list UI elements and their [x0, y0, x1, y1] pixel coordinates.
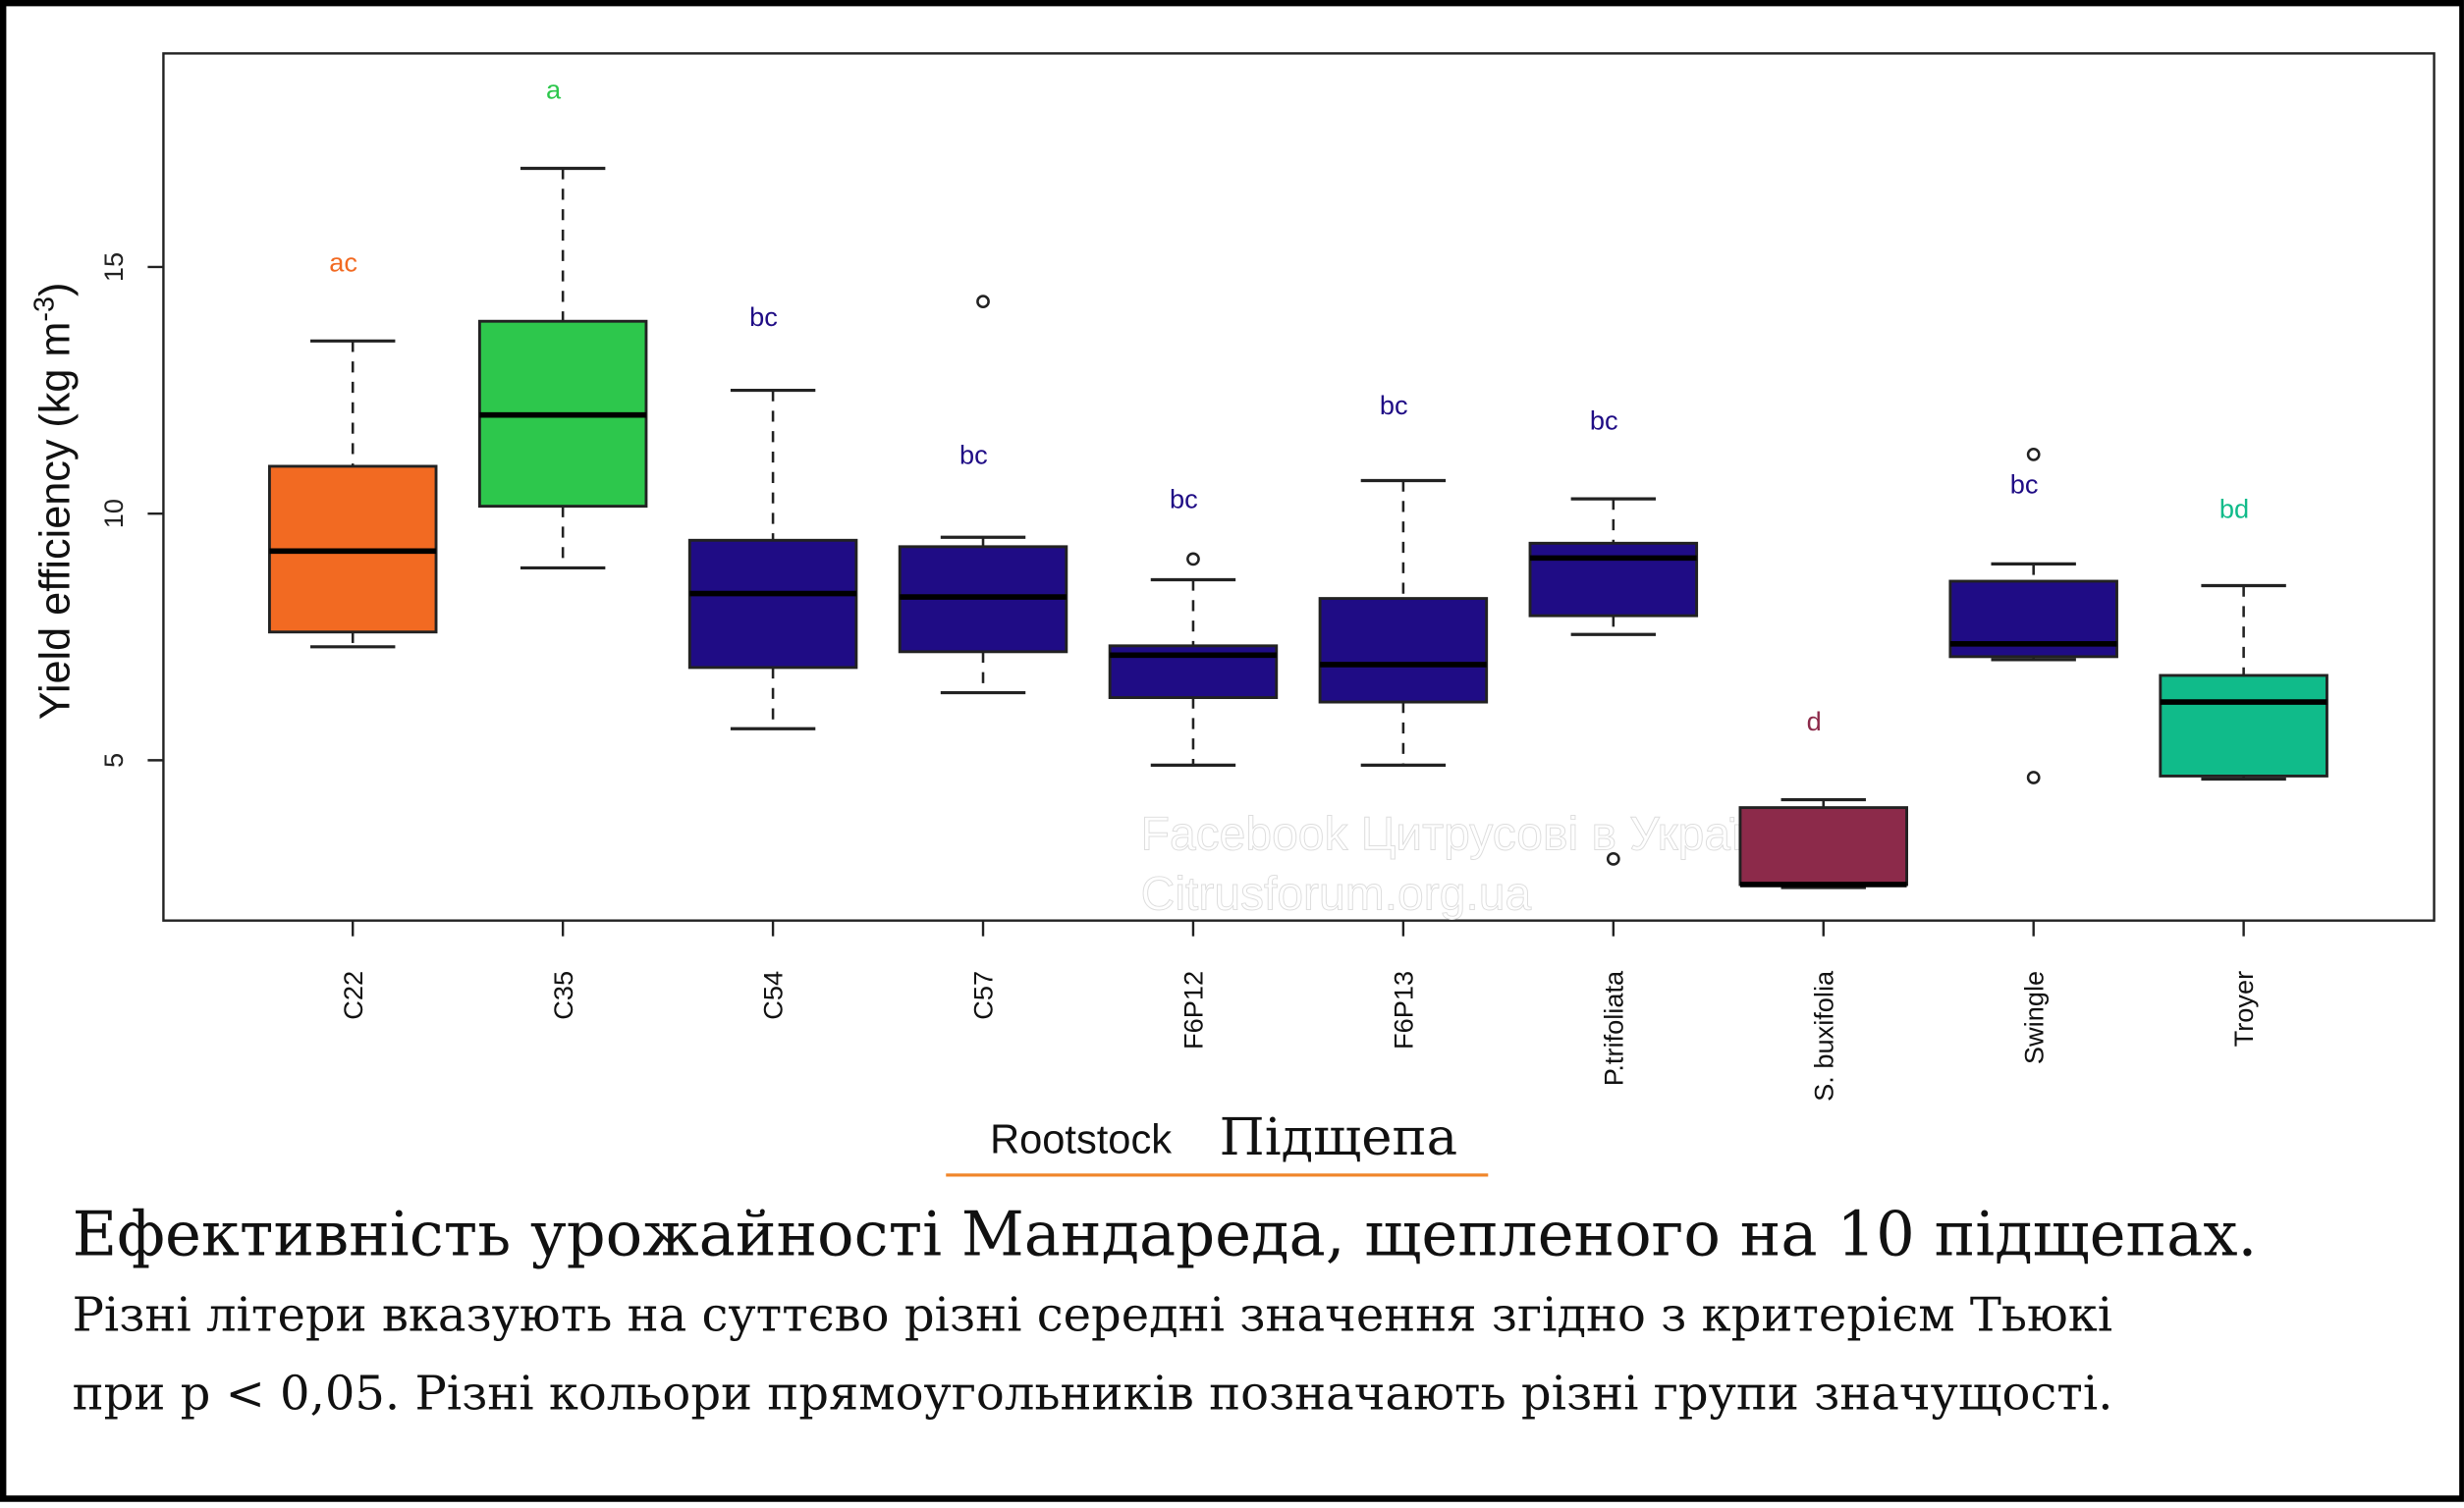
box-c22: ac C22 [267, 247, 438, 1020]
significance-letter: bc [1380, 390, 1408, 420]
box-c35: a C35 [477, 75, 648, 1020]
caption-line-1: Різні літери вказують на суттєво різні с… [72, 1288, 2113, 1344]
caption-line-2: при p < 0,05. Різні кольори прямоугольни… [72, 1367, 2113, 1423]
x-axis-title: Rootstock [990, 1115, 1173, 1163]
significance-letter: ac [329, 247, 357, 278]
x-tick-label: F6P12 [1178, 971, 1209, 1050]
box-iqr [687, 538, 858, 670]
y-tick-label: 15 [98, 252, 129, 282]
significance-letter: bc [1170, 484, 1198, 514]
x-tick-label: C35 [548, 971, 578, 1020]
x-axis-title-translation: Підщепа [1219, 1105, 1458, 1167]
watermark-line-2: Citrusforum.org.ua [1141, 868, 1532, 920]
box-iqr [1738, 806, 1909, 887]
box-ptrifoliata: bc P.trifoliata [1528, 404, 1699, 1086]
y-tick-label: 5 [98, 753, 129, 768]
significance-letter: bc [1590, 404, 1618, 435]
x-tick-label: C57 [968, 971, 999, 1020]
box-sbuxifolia: d S. buxifolia [1738, 706, 1909, 1102]
box-troyer: bd Troyer [2159, 494, 2328, 1048]
x-tick-label: C54 [758, 971, 789, 1020]
significance-letter: bd [2219, 494, 2249, 524]
box-c54: bc C54 [687, 301, 858, 1020]
significance-letter: bc [2010, 469, 2039, 500]
outlier-point [976, 295, 990, 309]
watermark-line-1: Facebook Цитрусові в Україні [1141, 809, 1780, 861]
x-tick-label: Swingle [2018, 971, 2049, 1064]
x-tick-label: F6P13 [1388, 971, 1418, 1050]
box-swingle: bc Swingle [1948, 447, 2118, 1064]
boxplot-chart: 5 10 15 Yield efficiency (kg m-3) Facebook Ц… [28, 52, 2436, 1102]
title-underline [946, 1173, 1489, 1177]
y-tick-label: 10 [98, 499, 129, 528]
box-f6p12: bc F6P12 [1108, 484, 1279, 1050]
x-tick-label: C22 [338, 971, 368, 1020]
box-iqr [1318, 597, 1489, 704]
significance-letter: bc [749, 301, 778, 332]
box-c57: bc C57 [898, 295, 1068, 1020]
outlier-point [1606, 851, 1620, 866]
plot-frame [162, 52, 2436, 922]
outlier-point [2026, 447, 2041, 461]
box-iqr [1528, 541, 1699, 618]
x-tick-label: S. buxifolia [1808, 970, 1838, 1102]
x-tick-label: Troyer [2228, 971, 2259, 1048]
x-tick-label: P.trifoliata [1598, 970, 1628, 1086]
y-axis-title: Yield efficiency (kg m-3) [28, 283, 79, 721]
outlier-point [1186, 552, 1200, 566]
box-f6p13: bc F6P13 [1318, 390, 1489, 1050]
significance-letter: d [1807, 706, 1822, 736]
significance-letter: a [546, 75, 562, 105]
outlier-point [2026, 771, 2041, 784]
box-iqr [2159, 673, 2328, 778]
significance-letter: bc [959, 439, 988, 469]
caption-title: Ефективність урожайності Мандареда, щепл… [72, 1200, 2258, 1271]
